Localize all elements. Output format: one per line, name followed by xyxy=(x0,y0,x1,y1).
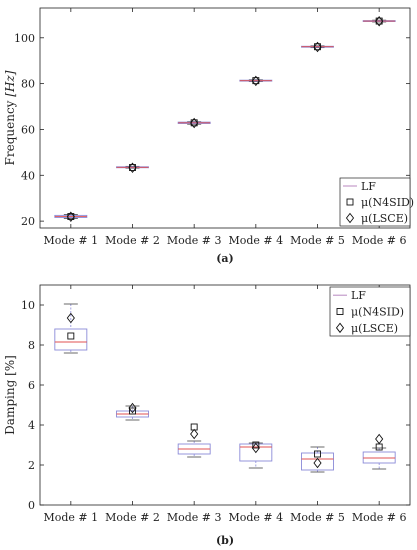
y-tick-label: 2 xyxy=(28,459,35,472)
legend-swatch-lsce xyxy=(335,322,345,334)
x-tick-label: Mode # 2 xyxy=(105,234,160,247)
x-tick-label: Mode # 4 xyxy=(229,234,284,247)
y-axis-label-text: Frequency xyxy=(3,97,17,166)
legend-label: μ(N4SID) xyxy=(361,196,414,209)
y-axis-label-unit: [Hz] xyxy=(3,70,17,96)
x-tick-label: Mode # 2 xyxy=(105,511,160,524)
y-axis-label: Damping [%] xyxy=(3,355,17,435)
y-tick-label: 60 xyxy=(21,123,35,136)
y-axis-label: Frequency [Hz] xyxy=(3,70,17,165)
x-tick-label: Mode # 3 xyxy=(167,234,222,247)
x-tick-label: Mode # 5 xyxy=(290,511,345,524)
marker-lsce xyxy=(190,428,199,440)
legend-swatch-n4sid xyxy=(336,308,344,315)
marker-n4sid xyxy=(252,441,260,449)
marker-lsce xyxy=(128,402,137,414)
marker-lsce xyxy=(313,457,322,469)
marker-lsce xyxy=(190,117,199,129)
legend-swatch-n4sid xyxy=(346,198,354,206)
x-tick-label: Mode # 6 xyxy=(352,511,407,524)
legend-swatch-lsce xyxy=(345,212,355,224)
y-tick-label: 100 xyxy=(14,32,35,45)
chart-caption: (b) xyxy=(216,534,234,547)
marker-lsce xyxy=(251,442,260,454)
marker-lsce xyxy=(375,16,384,27)
box-iqr xyxy=(362,451,396,464)
marker-n4sid xyxy=(314,450,321,458)
x-tick-label: Mode # 5 xyxy=(290,234,345,247)
marker-lsce xyxy=(66,211,75,223)
plot-frame xyxy=(39,284,411,506)
x-tick-label: Mode # 1 xyxy=(44,234,99,247)
legend-label: μ(LSCE) xyxy=(351,322,398,335)
legend-label: LF xyxy=(351,289,366,302)
x-tick-label: Mode # 1 xyxy=(44,511,99,524)
y-tick-label: 6 xyxy=(28,379,35,392)
marker-n4sid xyxy=(67,332,75,340)
box-iqr xyxy=(301,452,334,471)
marker-n4sid xyxy=(129,407,136,415)
legend-label: LF xyxy=(361,180,376,193)
y-tick-label: 8 xyxy=(28,339,35,352)
x-tick-label: Mode # 3 xyxy=(167,511,222,524)
chart-damping: 0 2 4 6 8 10 Mode # 1 Mode # 2 Mode # 3 Mode # 4 M… xyxy=(3,284,411,547)
marker-lsce xyxy=(128,162,137,173)
legend-label: μ(N4SID) xyxy=(351,306,404,319)
y-tick-label: 10 xyxy=(21,299,35,312)
chart-frequency: 20 40 60 80 100 Mode # 1 Mode # 2 Mode # 3 Mode … xyxy=(3,7,414,265)
chart-caption: (a) xyxy=(216,252,234,265)
marker-lsce xyxy=(251,75,260,87)
x-tick-label: Mode # 4 xyxy=(229,511,284,524)
marker-lsce xyxy=(66,312,75,324)
y-tick-label: 4 xyxy=(28,419,35,432)
x-tick-label: Mode # 6 xyxy=(352,234,407,247)
y-tick-label: 20 xyxy=(21,215,35,228)
marker-lsce xyxy=(375,433,384,445)
box-iqr xyxy=(54,328,88,351)
y-tick-label: 80 xyxy=(21,78,35,91)
legend-label: μ(LSCE) xyxy=(361,212,408,225)
marker-lsce xyxy=(313,41,322,53)
plot-frame xyxy=(39,7,411,229)
y-tick-label: 0 xyxy=(28,499,35,512)
y-tick-label: 40 xyxy=(21,169,35,182)
